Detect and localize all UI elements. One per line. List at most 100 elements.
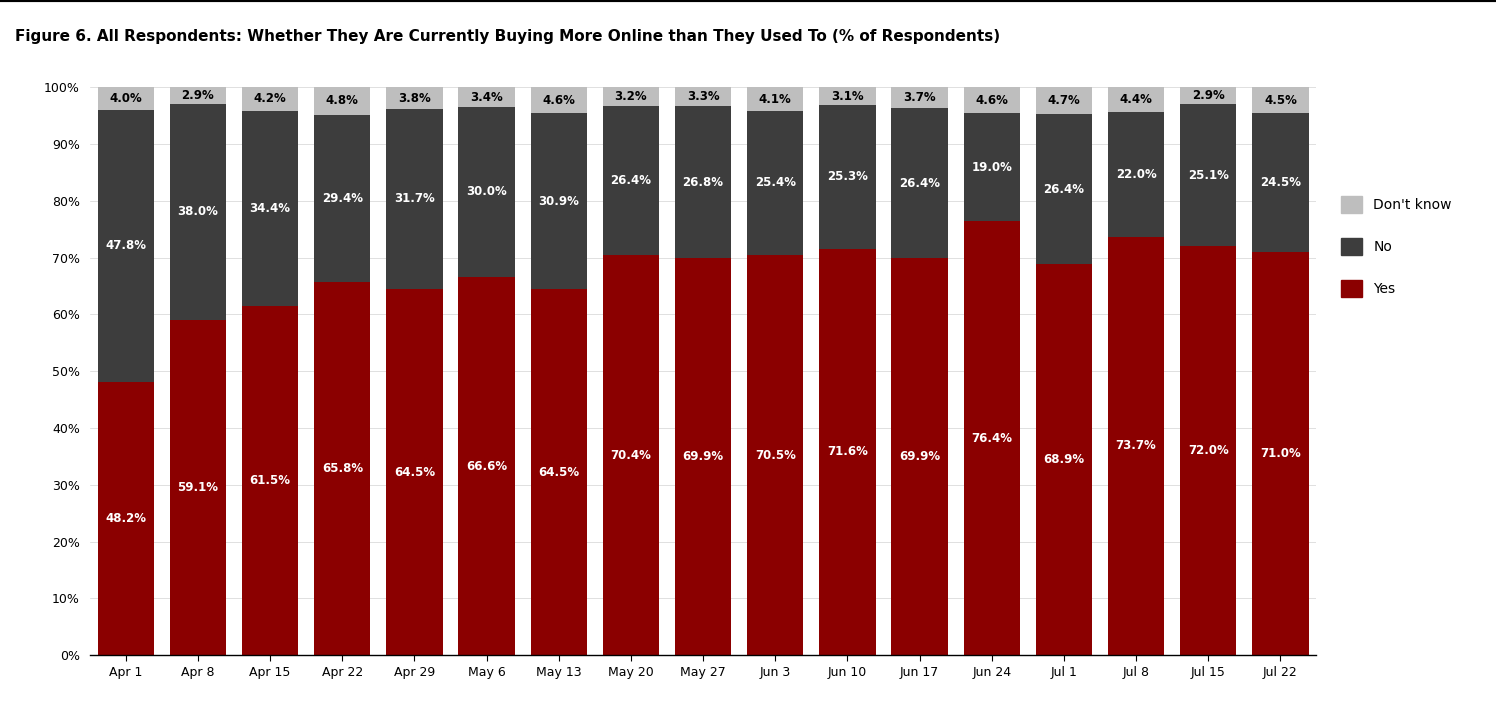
Bar: [963, 114, 1020, 221]
Bar: [1252, 113, 1309, 252]
Text: 76.4%: 76.4%: [971, 432, 1013, 445]
Text: 71.0%: 71.0%: [1260, 447, 1302, 460]
Bar: [171, 320, 226, 655]
Bar: [314, 114, 371, 282]
Text: 4.8%: 4.8%: [326, 95, 359, 108]
Text: 71.6%: 71.6%: [827, 446, 868, 459]
Bar: [242, 87, 298, 111]
Text: 3.1%: 3.1%: [832, 90, 863, 103]
Text: 4.1%: 4.1%: [758, 92, 791, 106]
Text: 3.2%: 3.2%: [615, 90, 648, 103]
Text: 26.4%: 26.4%: [610, 174, 651, 187]
Bar: [675, 106, 732, 258]
Bar: [458, 277, 515, 655]
Bar: [386, 109, 443, 289]
Text: 3.7%: 3.7%: [904, 92, 936, 104]
Text: 3.8%: 3.8%: [398, 92, 431, 105]
Bar: [458, 87, 515, 107]
Bar: [820, 87, 875, 105]
Text: 4.7%: 4.7%: [1047, 94, 1080, 107]
Text: 47.8%: 47.8%: [105, 240, 147, 253]
Text: 25.4%: 25.4%: [755, 176, 796, 189]
Text: 3.4%: 3.4%: [470, 90, 503, 103]
Bar: [314, 87, 371, 114]
Text: 64.5%: 64.5%: [393, 466, 435, 478]
Text: 69.9%: 69.9%: [682, 450, 724, 463]
Bar: [531, 87, 586, 114]
Text: 4.4%: 4.4%: [1119, 92, 1152, 106]
Bar: [1035, 87, 1092, 114]
Text: 2.9%: 2.9%: [181, 89, 214, 102]
Text: 31.7%: 31.7%: [393, 192, 435, 205]
Bar: [820, 105, 875, 249]
Text: 29.4%: 29.4%: [322, 191, 364, 205]
Text: 24.5%: 24.5%: [1260, 176, 1302, 189]
Text: 73.7%: 73.7%: [1116, 440, 1156, 452]
Legend: Don't know, No, Yes: Don't know, No, Yes: [1336, 191, 1457, 302]
Bar: [603, 256, 660, 655]
Text: 3.3%: 3.3%: [687, 90, 720, 103]
Text: 61.5%: 61.5%: [250, 474, 290, 487]
Text: 68.9%: 68.9%: [1043, 453, 1085, 466]
Bar: [1109, 112, 1164, 237]
Text: 4.2%: 4.2%: [254, 92, 287, 106]
Text: 30.0%: 30.0%: [467, 186, 507, 198]
Bar: [171, 87, 226, 104]
Bar: [171, 104, 226, 320]
Text: Figure 6. All Respondents: Whether They Are Currently Buying More Online than Th: Figure 6. All Respondents: Whether They …: [15, 29, 1001, 44]
Bar: [892, 108, 948, 258]
Bar: [747, 111, 803, 255]
Bar: [242, 111, 298, 306]
Text: 25.1%: 25.1%: [1188, 169, 1228, 181]
Text: 38.0%: 38.0%: [178, 205, 218, 218]
Bar: [531, 289, 586, 655]
Bar: [603, 87, 660, 106]
Text: 48.2%: 48.2%: [105, 512, 147, 525]
Text: 4.6%: 4.6%: [975, 94, 1008, 107]
Bar: [1035, 114, 1092, 264]
Bar: [892, 87, 948, 108]
Bar: [386, 87, 443, 109]
Text: 26.4%: 26.4%: [1043, 183, 1085, 196]
Bar: [242, 306, 298, 655]
Bar: [531, 114, 586, 289]
Bar: [458, 107, 515, 277]
Text: 2.9%: 2.9%: [1192, 89, 1225, 102]
Text: 64.5%: 64.5%: [539, 466, 579, 478]
Bar: [963, 87, 1020, 114]
Bar: [1252, 87, 1309, 113]
Bar: [747, 255, 803, 655]
Text: 4.0%: 4.0%: [109, 92, 142, 106]
Text: 66.6%: 66.6%: [467, 459, 507, 472]
Bar: [820, 249, 875, 655]
Bar: [1035, 264, 1092, 655]
Text: 65.8%: 65.8%: [322, 462, 364, 475]
Text: 25.3%: 25.3%: [827, 170, 868, 183]
Bar: [1252, 252, 1309, 655]
Bar: [1109, 87, 1164, 112]
Bar: [892, 258, 948, 655]
Text: 26.4%: 26.4%: [899, 177, 939, 190]
Bar: [97, 110, 154, 381]
Bar: [675, 87, 732, 106]
Bar: [675, 258, 732, 655]
Text: 19.0%: 19.0%: [971, 161, 1013, 174]
Bar: [386, 289, 443, 655]
Text: 70.4%: 70.4%: [610, 449, 651, 462]
Text: 69.9%: 69.9%: [899, 450, 939, 463]
Bar: [1180, 87, 1236, 104]
Text: 22.0%: 22.0%: [1116, 167, 1156, 181]
Text: 72.0%: 72.0%: [1188, 444, 1228, 457]
Text: 59.1%: 59.1%: [178, 481, 218, 494]
Bar: [603, 106, 660, 256]
Bar: [97, 381, 154, 655]
Bar: [1109, 237, 1164, 655]
Bar: [97, 87, 154, 110]
Bar: [314, 282, 371, 655]
Text: 34.4%: 34.4%: [250, 202, 290, 215]
Bar: [963, 221, 1020, 655]
Bar: [1180, 104, 1236, 246]
Text: 26.8%: 26.8%: [682, 175, 724, 189]
Text: 70.5%: 70.5%: [755, 448, 796, 462]
Text: 4.5%: 4.5%: [1264, 94, 1297, 106]
